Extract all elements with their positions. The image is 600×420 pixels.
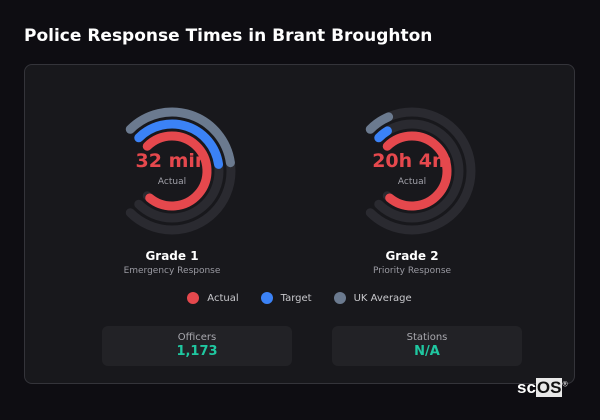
stat-card-officers: Officers 1,173 <box>102 326 292 366</box>
gauge-value: 20h 4m <box>372 150 452 172</box>
scos-logo: scOS® <box>517 378 568 397</box>
radial-bar-actual <box>142 131 212 211</box>
gauge-title: Grade 1 <box>145 249 199 263</box>
radial-bar-uk-average <box>365 112 394 134</box>
gauge-value-label: Actual <box>157 177 187 187</box>
chart-legend: Actual Target UK Average <box>25 292 574 304</box>
gauge-grade-2: 20h 4m Actual Grade 2 Priority Response <box>332 105 492 276</box>
legend-item-actual: Actual <box>187 292 239 304</box>
stat-value: N/A <box>414 344 440 359</box>
radial-chart-grade-2 <box>365 107 476 235</box>
legend-label: Actual <box>207 292 239 304</box>
page-title: Police Response Times in Brant Broughton <box>24 26 433 46</box>
radial-track <box>374 119 464 223</box>
response-times-card: 32 min Actual Grade 1 Emergency Response… <box>24 64 575 384</box>
stat-label: Officers <box>177 332 217 343</box>
radial-chart-grade-1 <box>125 107 236 235</box>
gauge-grade-1: 32 min Actual Grade 1 Emergency Response <box>92 105 252 276</box>
gauge-subtitle: Emergency Response <box>123 266 221 276</box>
legend-label: UK Average <box>353 292 412 304</box>
radial-track <box>365 107 476 235</box>
gauge-value-label: Actual <box>397 177 427 187</box>
legend-dot-target <box>260 292 273 304</box>
legend-item-uk-average: UK Average <box>333 292 412 304</box>
legend-item-target: Target <box>260 292 312 304</box>
legend-dot-actual <box>187 292 200 304</box>
radial-bar-target <box>134 119 224 169</box>
gauge-subtitle: Priority Response <box>372 266 452 276</box>
stat-card-stations: Stations N/A <box>332 326 522 366</box>
legend-label: Target <box>280 292 312 304</box>
radial-bar-target <box>374 126 392 143</box>
radial-bar-actual <box>382 131 452 211</box>
gauge-value: 32 min <box>135 150 209 172</box>
radial-bar-uk-average <box>125 107 235 168</box>
gauge-title: Grade 2 <box>385 249 439 263</box>
stat-label: Stations <box>406 332 448 343</box>
legend-dot-uk-average <box>333 292 346 304</box>
stat-value: 1,173 <box>176 344 218 359</box>
